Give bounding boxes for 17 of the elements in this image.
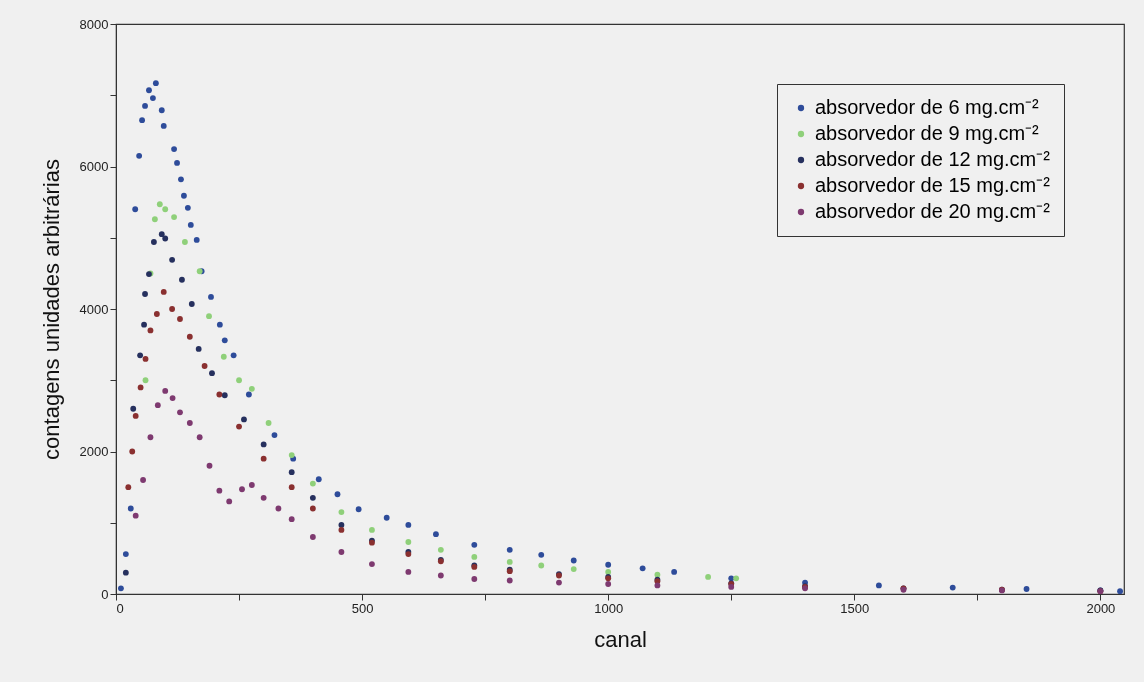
y-tick-label: 4000 [79, 301, 109, 317]
y-tick-label: 0 [101, 586, 109, 602]
x-tick-label: 1500 [840, 600, 870, 616]
y-tick-label: 2000 [79, 444, 109, 459]
x-axis-title: canal [594, 626, 647, 652]
x-tick-label: 500 [351, 600, 374, 616]
x-tick-label: 1000 [594, 600, 624, 616]
legend-label: absorvedor de 9 mg.cm⁻² [815, 122, 1040, 144]
y-axis-title: contagens unidades arbitrárias [38, 159, 64, 460]
x-tick-label: 0 [116, 600, 124, 616]
legend-label: absorvedor de 6 mg.cm⁻² [815, 96, 1040, 118]
legend-label: absorvedor de 15 mg.cm⁻² [815, 174, 1051, 196]
y-tick-label: 8000 [79, 16, 109, 32]
y-tick-label: 6000 [79, 159, 109, 174]
x-tick-label: 2000 [1086, 600, 1116, 616]
legend-label: absorvedor de 12 mg.cm⁻² [815, 148, 1051, 170]
legend-label: absorvedor de 20 mg.cm⁻² [815, 200, 1051, 222]
